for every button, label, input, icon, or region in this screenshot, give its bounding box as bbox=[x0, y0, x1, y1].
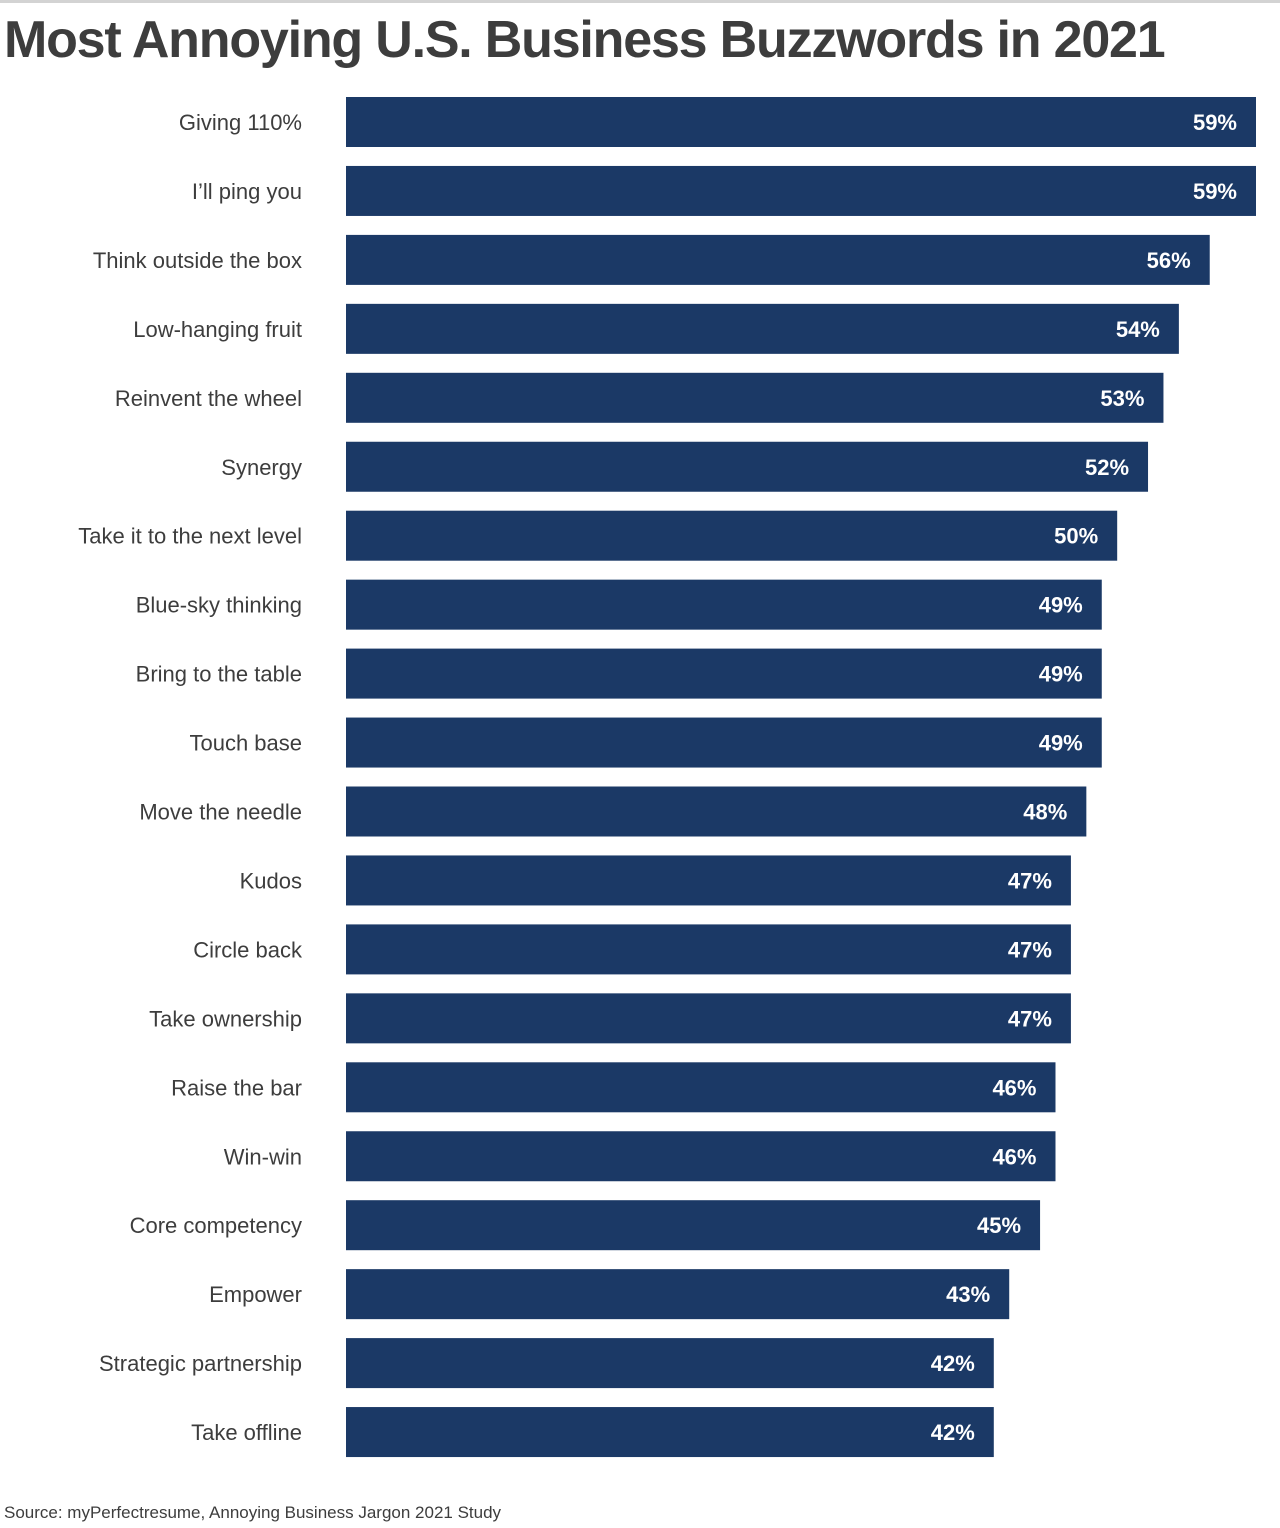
category-label: Win-win bbox=[224, 1144, 302, 1169]
bar-value-label: 56% bbox=[1147, 248, 1191, 273]
bar bbox=[346, 234, 1210, 285]
bar bbox=[346, 648, 1102, 699]
bar-value-label: 59% bbox=[1193, 179, 1237, 204]
bar bbox=[346, 1338, 994, 1389]
category-label: Core competency bbox=[130, 1213, 302, 1238]
chart-title: Most Annoying U.S. Business Buzzwords in… bbox=[4, 11, 1166, 69]
bar-value-label: 53% bbox=[1100, 386, 1144, 411]
bar bbox=[346, 579, 1102, 630]
category-label: Move the needle bbox=[139, 800, 302, 825]
bar-value-label: 45% bbox=[977, 1213, 1021, 1238]
category-label: Touch base bbox=[189, 731, 302, 756]
category-label: Synergy bbox=[221, 455, 302, 480]
bar-value-label: 49% bbox=[1039, 593, 1083, 618]
bar-value-label: 59% bbox=[1193, 110, 1237, 135]
bar-value-label: 47% bbox=[1008, 1006, 1052, 1031]
category-label: Low-hanging fruit bbox=[133, 317, 302, 342]
bar-value-label: 42% bbox=[931, 1420, 975, 1445]
category-label: Blue-sky thinking bbox=[136, 593, 302, 618]
bar bbox=[346, 1200, 1041, 1251]
bar bbox=[346, 786, 1087, 837]
bar-value-label: 50% bbox=[1054, 524, 1098, 549]
category-label: Strategic partnership bbox=[99, 1351, 302, 1376]
bar-value-label: 47% bbox=[1008, 937, 1052, 962]
bar bbox=[346, 372, 1164, 423]
bar-value-label: 46% bbox=[992, 1075, 1036, 1100]
bar-value-label: 52% bbox=[1085, 455, 1129, 480]
category-label: Take offline bbox=[191, 1420, 302, 1445]
bar-value-label: 48% bbox=[1023, 800, 1067, 825]
category-label: Raise the bar bbox=[171, 1075, 302, 1100]
bar bbox=[346, 1269, 1010, 1320]
category-label: I’ll ping you bbox=[192, 179, 302, 204]
top-rule bbox=[0, 0, 1280, 3]
bar-value-label: 42% bbox=[931, 1351, 975, 1376]
bar-value-label: 54% bbox=[1116, 317, 1160, 342]
bar bbox=[346, 510, 1118, 561]
category-label: Empower bbox=[209, 1282, 302, 1307]
category-label: Reinvent the wheel bbox=[115, 386, 302, 411]
bar-value-label: 46% bbox=[992, 1144, 1036, 1169]
bar-value-label: 49% bbox=[1039, 662, 1083, 687]
category-label: Kudos bbox=[240, 868, 302, 893]
category-label: Circle back bbox=[193, 937, 303, 962]
bar bbox=[346, 924, 1071, 975]
bar-value-label: 47% bbox=[1008, 868, 1052, 893]
bar bbox=[346, 717, 1102, 768]
category-label: Take ownership bbox=[149, 1006, 302, 1031]
category-label: Bring to the table bbox=[136, 662, 302, 687]
category-label: Take it to the next level bbox=[78, 524, 302, 549]
bar bbox=[346, 165, 1256, 216]
category-label: Think outside the box bbox=[93, 248, 302, 273]
category-label: Giving 110% bbox=[179, 110, 302, 135]
bar bbox=[346, 97, 1256, 147]
bar bbox=[346, 993, 1071, 1044]
bar bbox=[346, 1407, 994, 1458]
bar bbox=[346, 1062, 1056, 1113]
bar-value-label: 49% bbox=[1039, 731, 1083, 756]
bar bbox=[346, 441, 1149, 492]
bar bbox=[346, 855, 1071, 906]
source-note: Source: myPerfectresume, Annoying Busine… bbox=[4, 1503, 502, 1522]
bar bbox=[346, 303, 1179, 354]
bar bbox=[346, 1131, 1056, 1182]
bar-value-label: 43% bbox=[946, 1282, 990, 1307]
